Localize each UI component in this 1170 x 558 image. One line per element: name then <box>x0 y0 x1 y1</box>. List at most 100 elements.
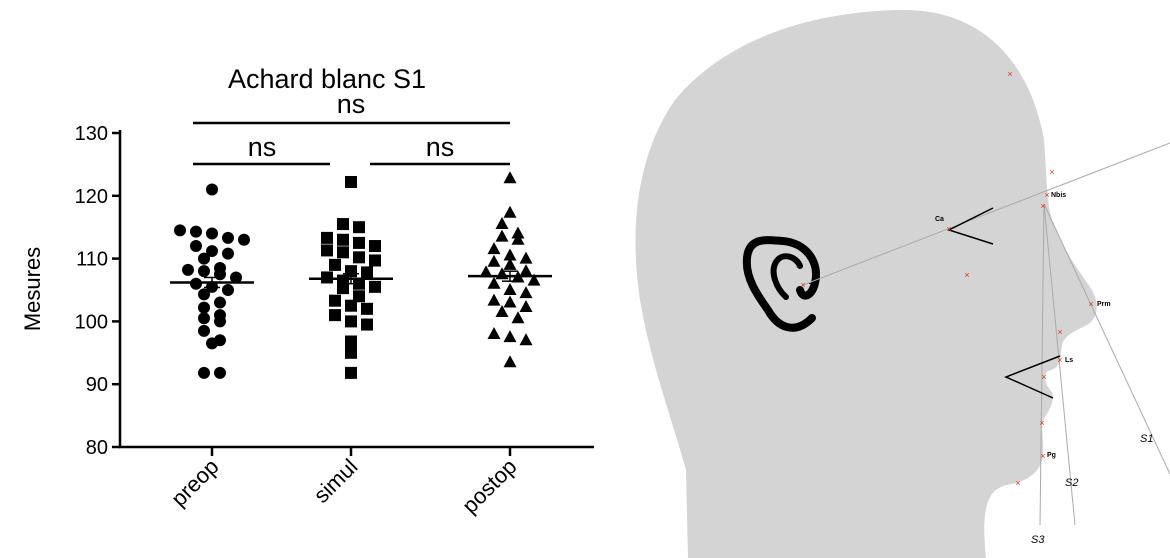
reference-lines <box>802 142 1170 526</box>
data-point-square <box>345 366 357 379</box>
landmark-cross: × <box>800 280 805 290</box>
data-point-square <box>361 302 373 315</box>
data-point-circle <box>198 301 210 314</box>
ear-icon <box>742 236 820 332</box>
significance-label: ns <box>426 132 455 162</box>
y-tick-label: 110 <box>76 249 108 271</box>
data-point-circle <box>222 231 234 244</box>
data-point-square <box>337 246 349 259</box>
data-point-square <box>353 236 365 249</box>
data-point-square <box>369 254 381 267</box>
data-points <box>174 171 541 379</box>
data-point-triangle <box>519 286 533 299</box>
data-point-triangle <box>503 283 517 295</box>
data-point-square <box>369 240 381 253</box>
data-point-circle <box>222 247 234 260</box>
y-tick-label: 90 <box>86 374 108 396</box>
data-point-triangle <box>519 251 533 264</box>
data-point-circle <box>206 337 218 350</box>
data-point-triangle <box>479 265 493 278</box>
data-point-square <box>353 251 365 264</box>
data-point-circle <box>222 284 234 296</box>
landmark-cross: × <box>1039 418 1044 428</box>
data-point-triangle <box>487 326 501 339</box>
data-point-circle <box>206 183 218 196</box>
data-point-square <box>345 346 357 359</box>
x-tick-label: postop <box>457 454 521 518</box>
data-point-square <box>345 315 357 328</box>
landmark-markers: ×××××××××××××× <box>800 69 1093 488</box>
data-point-circle <box>206 245 218 258</box>
data-point-triangle <box>503 205 517 218</box>
data-point-triangle <box>511 311 525 324</box>
data-point-triangle <box>511 226 525 239</box>
data-point-circle <box>174 224 186 237</box>
data-point-triangle <box>511 232 525 245</box>
data-point-circle <box>198 265 210 278</box>
data-point-circle <box>198 252 210 265</box>
data-point-triangle <box>503 355 517 368</box>
y-tick-label: 80 <box>86 437 108 459</box>
data-point-triangle <box>487 254 501 267</box>
data-point-triangle <box>487 276 501 289</box>
data-point-triangle <box>487 293 501 306</box>
data-point-square <box>321 244 333 257</box>
landmark-label-t: T <box>809 283 814 290</box>
landmark-cross: × <box>1040 451 1045 461</box>
data-point-triangle <box>487 242 501 255</box>
y-tick-label: 100 <box>75 311 108 333</box>
x-tick-label: preop <box>166 454 223 511</box>
data-point-square <box>329 309 341 322</box>
landmark-cross: × <box>964 270 969 280</box>
landmark-cross: × <box>1049 167 1054 177</box>
data-point-circle <box>230 271 242 284</box>
data-point-circle <box>198 324 210 337</box>
data-point-square <box>345 299 357 312</box>
data-point-square <box>369 280 381 293</box>
line-label-s1: S1 <box>1140 433 1153 445</box>
data-point-square <box>321 231 333 244</box>
data-point-square <box>353 290 365 303</box>
data-point-triangle <box>503 257 517 270</box>
data-point-circle <box>214 366 226 379</box>
y-tick-label: 130 <box>75 123 108 145</box>
landmark-label-nbis: Nbis <box>1051 192 1066 199</box>
data-point-triangle <box>495 304 509 317</box>
landmark-cross: × <box>1040 201 1045 211</box>
chart-title: Achard blanc S1 <box>228 64 426 94</box>
mean-lines <box>170 270 552 289</box>
data-point-square <box>337 233 349 246</box>
data-point-triangle <box>503 248 517 261</box>
data-point-triangle <box>503 171 517 184</box>
data-point-square <box>345 175 357 188</box>
landmark-cross: × <box>946 224 951 234</box>
data-point-circle <box>190 240 202 253</box>
data-point-circle <box>182 263 194 276</box>
landmark-label-ca: Ca <box>935 216 944 223</box>
data-point-circle <box>198 288 210 301</box>
x-axis-ticks: preop simul postop <box>166 447 522 518</box>
data-point-circle <box>206 227 218 240</box>
x-tick-label: simul <box>309 454 363 508</box>
data-point-triangle <box>527 273 541 286</box>
data-point-square <box>321 271 333 284</box>
landmark-cross: × <box>1088 299 1093 309</box>
data-point-circle <box>190 277 202 290</box>
data-point-triangle <box>519 333 533 346</box>
data-point-triangle <box>495 217 509 230</box>
landmark-label-prm: Prm <box>1097 301 1111 308</box>
data-point-circle <box>238 233 250 246</box>
data-point-circle <box>214 296 226 309</box>
data-point-triangle <box>503 295 517 308</box>
landmark-cross: × <box>1007 69 1012 79</box>
line-label-s2: S2 <box>1065 477 1078 489</box>
data-point-square <box>329 294 341 307</box>
data-point-circle <box>214 268 226 281</box>
angle-marker-ca <box>947 207 994 245</box>
data-point-triangle <box>495 229 509 242</box>
data-point-triangle <box>519 299 533 312</box>
landmark-label-ls: Ls <box>1065 357 1073 364</box>
head-silhouette <box>635 9 1097 558</box>
